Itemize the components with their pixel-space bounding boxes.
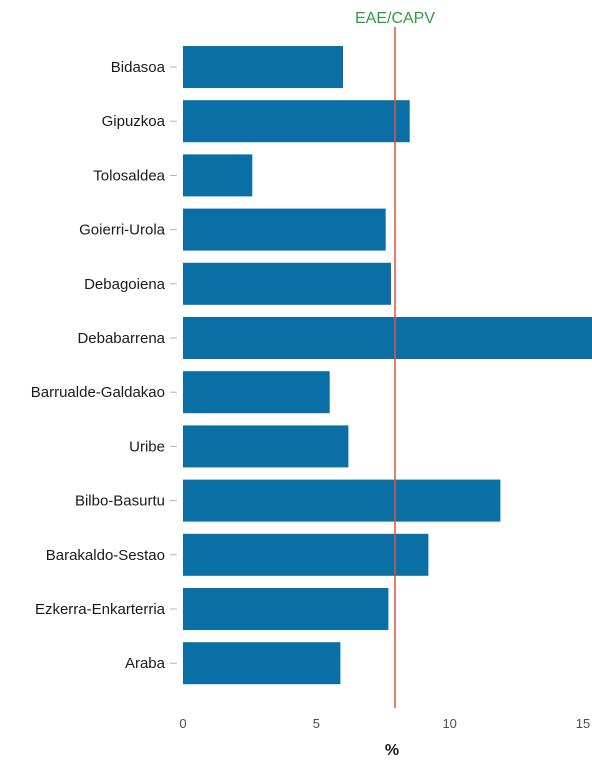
- bar-goierri-urola: [183, 208, 386, 251]
- bar-tolosaldea: [183, 154, 253, 197]
- category-label: Araba: [125, 655, 166, 672]
- bars-layer: [183, 46, 592, 685]
- bar-bilbo-basurtu: [183, 479, 501, 522]
- category-label: Tolosaldea: [93, 167, 165, 184]
- x-tick-label: 0: [179, 716, 186, 731]
- bar-barrualde-galdakao: [183, 371, 330, 414]
- bar-barakaldo-sestao: [183, 533, 429, 576]
- category-label: Gipuzkoa: [102, 113, 166, 130]
- category-label: Goierri-Urola: [79, 222, 166, 239]
- x-tick-label: 5: [313, 716, 320, 731]
- x-tick-label: 10: [442, 716, 456, 731]
- bar-ezkerra-enkarterria: [183, 588, 389, 630]
- category-label: Debagoiena: [84, 276, 166, 293]
- category-label: Ezkerra-Enkarterria: [35, 601, 166, 618]
- category-labels: Bidasoa Gipuzkoa Tolosaldea Goierri-Urola De…: [31, 59, 166, 672]
- category-ticks: [170, 66, 177, 664]
- bar-gipuzkoa: [183, 100, 410, 143]
- category-label: Barakaldo-Sestao: [46, 547, 165, 564]
- category-label: Debabarrena: [77, 330, 165, 347]
- category-label: Barrualde-Galdakao: [31, 384, 165, 401]
- bar-uribe: [183, 425, 349, 468]
- bar-bidasoa: [183, 46, 343, 88]
- category-label: Uribe: [129, 438, 165, 455]
- x-axis-title: %: [385, 742, 399, 759]
- x-tick-labels: 0 5 10 15: [179, 716, 590, 731]
- category-label: Bilbo-Basurtu: [75, 493, 165, 510]
- bar-debagoiena: [183, 262, 391, 305]
- bar-debabarrena: [183, 317, 592, 359]
- reference-line-label: EAE/CAPV: [355, 10, 435, 27]
- category-label: Bidasoa: [111, 59, 166, 76]
- x-tick-label: 15: [576, 716, 590, 731]
- bar-araba: [183, 642, 341, 685]
